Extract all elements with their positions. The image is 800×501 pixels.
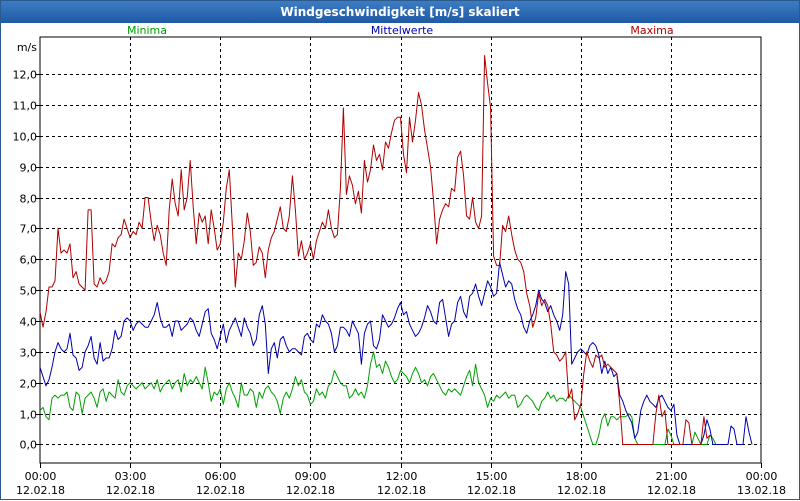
y-tick-label: 11,0: [13, 100, 38, 113]
y-tick-label: 5,0: [20, 285, 38, 298]
y-tick-label: 4,0: [20, 316, 38, 329]
y-tick-label: 1,0: [20, 409, 38, 422]
x-tick-label-time: 12:00: [386, 470, 418, 483]
x-tick-label-time: 00:00: [746, 470, 778, 483]
y-tick-label: 9,0: [20, 162, 38, 175]
x-tick-label-time: 21:00: [656, 470, 688, 483]
legend-mittelwerte: Mittelwerte: [371, 24, 434, 37]
x-tick-label-date: 12.02.18: [377, 484, 426, 497]
y-tick-label: 7,0: [20, 223, 38, 236]
x-tick-label-time: 03:00: [115, 470, 147, 483]
x-tick-label-time: 00:00: [25, 470, 57, 483]
y-tick-label: 6,0: [20, 254, 38, 267]
y-tick-label: 8,0: [20, 193, 38, 206]
x-tick-label-time: 18:00: [566, 470, 598, 483]
y-axis-label: m/s: [17, 41, 37, 54]
x-tick-label-date: 12.02.18: [557, 484, 606, 497]
series-line-mittelwerte: [39, 261, 753, 445]
x-tick-label-time: 09:00: [295, 470, 327, 483]
plot-area: [39, 36, 762, 464]
x-tick-label-time: 06:00: [205, 470, 237, 483]
x-tick-label-date: 12.02.18: [286, 484, 335, 497]
chart-title: Windgeschwindigkeit [m/s] skaliert: [1, 1, 799, 23]
x-tick-label-date: 12.02.18: [467, 484, 516, 497]
y-tick-label: 10,0: [13, 131, 38, 144]
y-tick-label: 2,0: [20, 378, 38, 391]
x-tick-label-date: 13.02.18: [737, 484, 786, 497]
y-tick-label: 12,0: [13, 69, 38, 82]
x-tick-label-date: 12.02.18: [16, 484, 65, 497]
legend-minima: Minima: [127, 24, 167, 37]
y-tick-label: 0,0: [20, 439, 38, 452]
series-line-minima: [39, 351, 719, 445]
legend-maxima: Maxima: [630, 24, 673, 37]
x-tick-label-date: 12.02.18: [647, 484, 696, 497]
x-tick-label-time: 15:00: [476, 470, 508, 483]
y-tick-label: 3,0: [20, 347, 38, 360]
series-line-maxima: [39, 55, 711, 445]
x-tick-label-date: 12.02.18: [106, 484, 155, 497]
x-tick-label-date: 12.02.18: [196, 484, 245, 497]
